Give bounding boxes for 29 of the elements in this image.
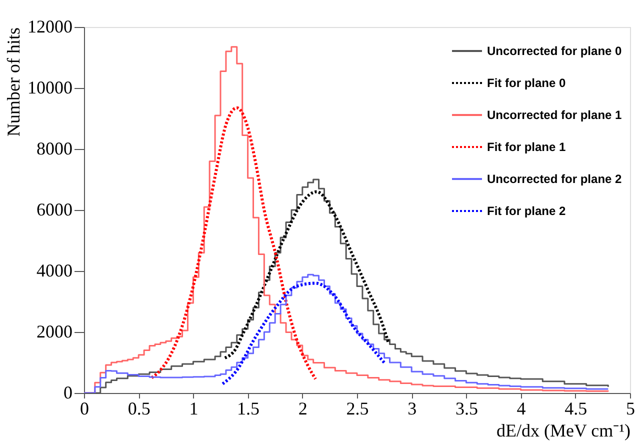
x-tick-label: 5 bbox=[626, 398, 635, 418]
y-tick-label: 10000 bbox=[28, 78, 72, 98]
y-tick-label: 6000 bbox=[36, 200, 72, 220]
x-tick-label: 0.5 bbox=[128, 398, 150, 418]
x-tick-label: 2 bbox=[298, 398, 308, 418]
x-tick-label: 1.5 bbox=[237, 398, 260, 418]
legend-label: Uncorrected for plane 0 bbox=[487, 44, 622, 58]
x-axis-title: dE/dx (MeV cm⁻¹) bbox=[496, 420, 630, 440]
line-series bbox=[150, 106, 318, 380]
y-tick-label: 12000 bbox=[28, 16, 72, 36]
legend-label: Uncorrected for plane 2 bbox=[487, 172, 622, 186]
x-tick-label: 3.5 bbox=[455, 398, 478, 418]
legend-label: Fit for plane 0 bbox=[487, 76, 566, 90]
x-tick-label: 1 bbox=[189, 398, 198, 418]
line-series bbox=[221, 282, 387, 386]
x-tick-label: 2.5 bbox=[346, 398, 369, 418]
x-tick-label: 3 bbox=[408, 398, 417, 418]
x-tick-label: 4 bbox=[516, 398, 526, 418]
y-tick-label: 4000 bbox=[36, 260, 72, 280]
legend-label: Fit for plane 1 bbox=[487, 140, 566, 154]
x-tick-label: 4.5 bbox=[564, 398, 588, 418]
y-tick-label: 8000 bbox=[36, 138, 72, 158]
y-tick-label: 0 bbox=[64, 382, 72, 402]
y-tick-label: 2000 bbox=[36, 322, 72, 342]
legend-label: Fit for plane 2 bbox=[487, 204, 566, 218]
line-series bbox=[223, 190, 390, 360]
legend-label: Uncorrected for plane 1 bbox=[487, 108, 622, 122]
x-tick-label: 0 bbox=[80, 398, 89, 418]
y-axis-title: Number of hits bbox=[4, 28, 24, 136]
